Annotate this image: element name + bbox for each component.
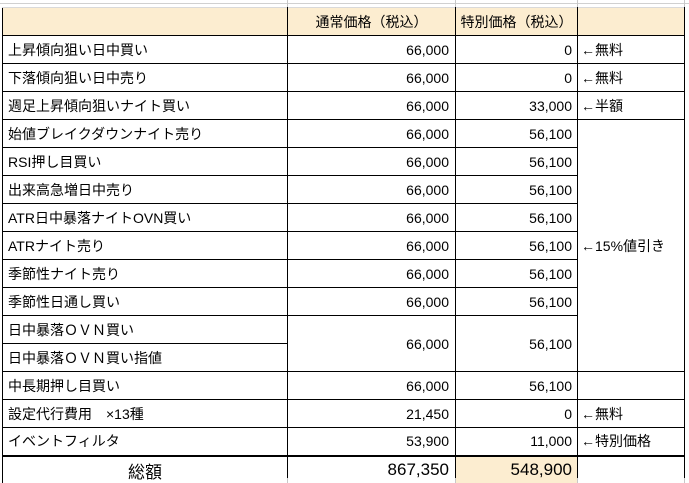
cell-special-price[interactable]: 56,100 xyxy=(455,119,578,148)
cell-special-price[interactable]: 0 xyxy=(455,63,578,92)
table-row: 週足上昇傾向狙いナイト買い 66,000 33,000 ←半額 xyxy=(2,91,685,120)
header-regular-price[interactable]: 通常価格（税込） xyxy=(287,7,456,36)
cell-product-name[interactable]: 日中暴落ＯＶＮ買い xyxy=(2,315,288,344)
table-row: 日中暴落ＯＶＮ買い 66,000 56,100 xyxy=(2,315,685,372)
cell-discount-note-merged[interactable]: ←15%値引き xyxy=(577,119,685,372)
table-row: ATR日中暴落ナイトOVN買い 66,000 56,100 xyxy=(2,203,685,232)
cell-product-name[interactable]: 中長期押し目買い xyxy=(2,371,288,400)
table-row: 中長期押し目買い 66,000 56,100 xyxy=(2,371,685,400)
cell-regular-price[interactable]: 66,000 xyxy=(287,287,456,316)
total-note[interactable] xyxy=(577,454,685,483)
gridline-top xyxy=(0,3,689,4)
gridline-tick xyxy=(287,478,288,483)
cell-product-name[interactable]: 出来高急増日中売り xyxy=(2,175,288,204)
cell-regular-price-merged[interactable]: 66,000 xyxy=(287,315,456,372)
cell-price-note[interactable] xyxy=(577,371,685,400)
cell-product-name[interactable]: ATR日中暴落ナイトOVN買い xyxy=(2,203,288,232)
cell-special-price[interactable]: 56,100 xyxy=(455,175,578,204)
cell-special-price[interactable]: 56,100 xyxy=(455,259,578,288)
table-row: RSI押し目買い 66,000 56,100 xyxy=(2,147,685,176)
total-row: 総額 867,350 548,900 xyxy=(2,454,685,483)
gridline-tick xyxy=(684,478,685,483)
gridline-tick xyxy=(455,0,456,7)
cell-product-name[interactable]: 始値ブレイクダウンナイト売り xyxy=(2,119,288,148)
cell-regular-price[interactable]: 21,450 xyxy=(287,399,456,428)
cell-special-price-merged[interactable]: 56,100 xyxy=(455,315,578,372)
header-note[interactable] xyxy=(577,7,685,36)
table-row: ATRナイト売り 66,000 56,100 xyxy=(2,231,685,260)
cell-regular-price[interactable]: 66,000 xyxy=(287,203,456,232)
cell-regular-price[interactable]: 66,000 xyxy=(287,259,456,288)
cell-product-name[interactable]: 日中暴落ＯＶＮ買い指値 xyxy=(2,343,288,372)
cell-special-price[interactable]: 56,100 xyxy=(455,231,578,260)
table-row: イベントフィルタ 53,900 11,000 ←特別価格 xyxy=(2,427,685,456)
cell-regular-price[interactable]: 66,000 xyxy=(287,231,456,260)
cell-special-price[interactable]: 56,100 xyxy=(455,203,578,232)
total-regular-price[interactable]: 867,350 xyxy=(287,454,456,483)
cell-product-name[interactable]: 週足上昇傾向狙いナイト買い xyxy=(2,91,288,120)
cell-regular-price[interactable]: 53,900 xyxy=(287,427,456,456)
gridline-tick xyxy=(684,0,685,7)
cell-product-name[interactable]: 季節性ナイト売り xyxy=(2,259,288,288)
cell-special-price[interactable]: 0 xyxy=(455,35,578,64)
cell-regular-price[interactable]: 66,000 xyxy=(287,371,456,400)
cell-price-note[interactable]: ←無料 xyxy=(577,399,685,428)
table-row: 上昇傾向狙い日中買い 66,000 0 ←無料 xyxy=(2,35,685,64)
total-label[interactable]: 総額 xyxy=(2,454,288,483)
table-row: 季節性日通し買い 66,000 56,100 xyxy=(2,287,685,316)
table-row: 出来高急増日中売り 66,000 56,100 xyxy=(2,175,685,204)
gridline-tick xyxy=(455,478,456,483)
cell-regular-price[interactable]: 66,000 xyxy=(287,63,456,92)
cell-price-note[interactable]: ←半額 xyxy=(577,91,685,120)
cell-product-name[interactable]: イベントフィルタ xyxy=(2,427,288,456)
cell-regular-price[interactable]: 66,000 xyxy=(287,147,456,176)
cell-special-price[interactable]: 33,000 xyxy=(455,91,578,120)
gridline-tick xyxy=(577,0,578,7)
table-row: 下落傾向狙い日中売り 66,000 0 ←無料 xyxy=(2,63,685,92)
cell-product-name[interactable]: 下落傾向狙い日中売り xyxy=(2,63,288,92)
total-special-price[interactable]: 548,900 xyxy=(455,454,578,483)
cell-regular-price[interactable]: 66,000 xyxy=(287,91,456,120)
cell-special-price[interactable]: 11,000 xyxy=(455,427,578,456)
cell-price-note[interactable]: ←特別価格 xyxy=(577,427,685,456)
cell-product-name[interactable]: RSI押し目買い xyxy=(2,147,288,176)
table-row: 季節性ナイト売り 66,000 56,100 xyxy=(2,259,685,288)
cell-regular-price[interactable]: 66,000 xyxy=(287,175,456,204)
cell-special-price[interactable]: 56,100 xyxy=(455,287,578,316)
gridline-tick xyxy=(577,478,578,483)
header-product[interactable] xyxy=(2,7,288,36)
cell-regular-price[interactable]: 66,000 xyxy=(287,119,456,148)
cell-regular-price[interactable]: 66,000 xyxy=(287,35,456,64)
cell-product-name[interactable]: 設定代行費用 ×13種 xyxy=(2,399,288,428)
header-row: 通常価格（税込） 特別価格（税込） xyxy=(2,7,685,36)
cell-price-note[interactable]: ←無料 xyxy=(577,63,685,92)
cell-product-name[interactable]: 上昇傾向狙い日中買い xyxy=(2,35,288,64)
cell-product-name[interactable]: 季節性日通し買い xyxy=(2,287,288,316)
cell-special-price[interactable]: 0 xyxy=(455,399,578,428)
price-table: 通常価格（税込） 特別価格（税込） 上昇傾向狙い日中買い 66,000 0 ←無… xyxy=(2,7,685,483)
cell-special-price[interactable]: 56,100 xyxy=(455,147,578,176)
cell-special-price[interactable]: 56,100 xyxy=(455,371,578,400)
header-special-price[interactable]: 特別価格（税込） xyxy=(455,7,578,36)
gridline-tick xyxy=(287,0,288,7)
table-row: 始値ブレイクダウンナイト売り 66,000 56,100 ←15%値引き xyxy=(2,119,685,372)
table-row: 設定代行費用 ×13種 21,450 0 ←無料 xyxy=(2,399,685,428)
cell-product-name[interactable]: ATRナイト売り xyxy=(2,231,288,260)
cell-price-note[interactable]: ←無料 xyxy=(577,35,685,64)
